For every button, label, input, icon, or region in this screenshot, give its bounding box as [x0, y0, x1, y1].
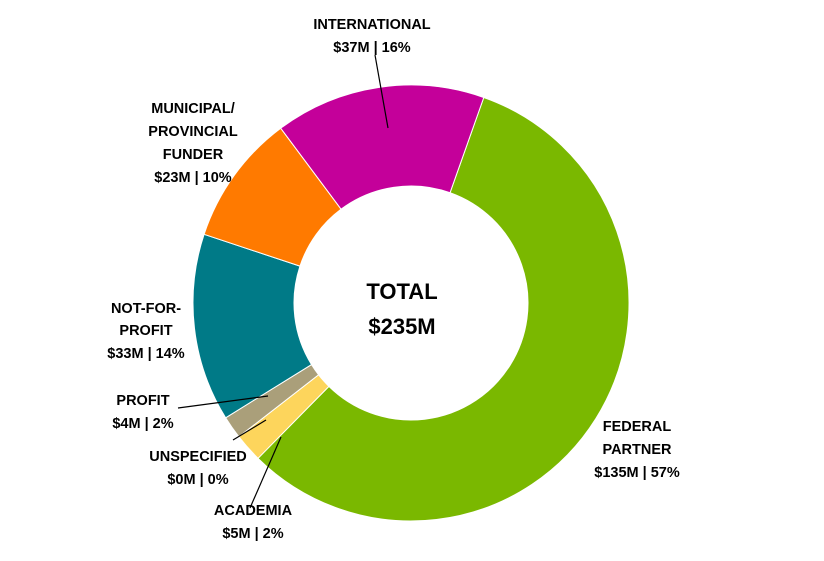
slice-value-label: $4M | 2% — [112, 416, 173, 432]
slice-international — [280, 84, 485, 210]
slice-label-name-line: INTERNATIONAL — [313, 17, 430, 33]
slice-federal-partner — [257, 96, 630, 522]
slice-label-name-line: NOT-FOR- — [111, 301, 181, 317]
slice-label-unspecified: UNSPECIFIED $0M | 0% — [149, 449, 247, 488]
leader-lines — [177, 54, 389, 509]
leader-line-international — [374, 54, 389, 129]
leader-line-unspecified — [232, 419, 267, 441]
slice-label-name-line: ACADEMIA — [214, 503, 293, 519]
slice-value-label: $37M | 16% — [333, 40, 411, 56]
slice-value-label: $23M | 10% — [154, 170, 232, 186]
slice-label-name-line: FEDERAL — [603, 419, 672, 435]
slice-value-label: $5M | 2% — [222, 526, 283, 542]
slice-label-profit: PROFIT $4M | 2% — [112, 393, 173, 432]
leader-line-profit — [177, 395, 269, 409]
slice-value-label: $33M | 14% — [107, 346, 185, 362]
slice-label-name-line: PROFIT — [119, 323, 172, 339]
slice-label-name-line: PROFIT — [116, 393, 169, 409]
slice-label-not-for-profit: NOT-FOR- PROFIT $33M | 14% — [107, 301, 185, 362]
slice-label-federal-partner: FEDERAL PARTNER $135M | 57% — [594, 419, 680, 481]
center-total-value: $235M — [368, 314, 435, 339]
slice-label-municipal-provincial-funder: MUNICIPAL/ PROVINCIAL FUNDER $23M | 10% — [148, 101, 238, 186]
center-total-title: TOTAL — [366, 279, 437, 304]
slice-value-label: $0M | 0% — [167, 472, 228, 488]
slice-label-international: INTERNATIONAL $37M | 16% — [313, 17, 430, 56]
slice-label-name-line: UNSPECIFIED — [149, 449, 247, 465]
center-total-label: TOTAL $235M — [366, 279, 437, 339]
slice-label-name-line: FUNDER — [163, 147, 224, 163]
donut-slices — [192, 84, 630, 522]
slice-label-name-line: PARTNER — [602, 442, 672, 458]
leader-line-academia — [249, 436, 282, 509]
slice-label-name-line: PROVINCIAL — [148, 124, 238, 140]
slice-label-name-line: MUNICIPAL/ — [151, 101, 235, 117]
slice-value-label: $135M | 57% — [594, 465, 680, 481]
slice-label-academia: ACADEMIA $5M | 2% — [214, 503, 293, 542]
